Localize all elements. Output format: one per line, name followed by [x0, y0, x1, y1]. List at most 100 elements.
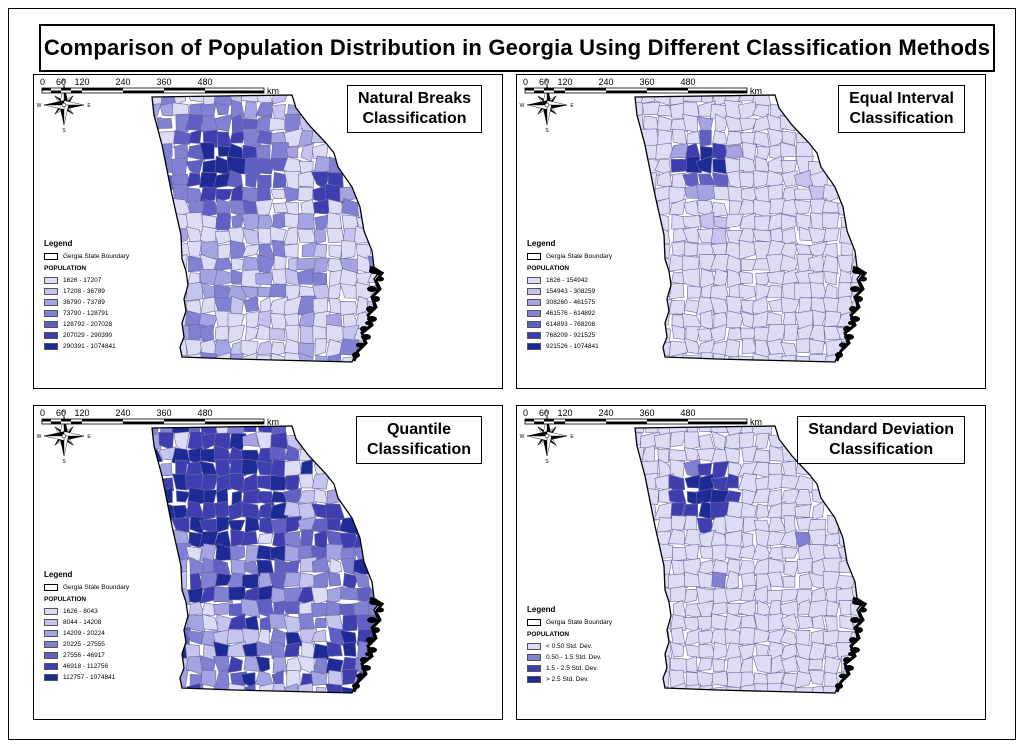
county-polygon — [697, 462, 713, 476]
county-polygon — [811, 614, 826, 630]
county-polygon — [683, 684, 701, 693]
county-polygon — [654, 671, 670, 688]
legend-boundary-swatch — [44, 253, 58, 260]
county-polygon — [699, 129, 712, 147]
legend-class-row: 207029 - 290390 — [44, 330, 129, 341]
county-polygon — [200, 670, 217, 688]
county-polygon — [737, 101, 757, 121]
county-polygon — [215, 188, 233, 203]
legend-class-row: 461576 - 614892 — [527, 308, 612, 319]
legend-boundary-swatch — [527, 619, 541, 626]
scale-tick-label: 240 — [598, 408, 613, 418]
panel-title-line2: Classification — [366, 441, 471, 458]
county-polygon — [710, 686, 728, 693]
county-polygon — [797, 615, 814, 630]
map-canvas: N S E W — [520, 79, 868, 363]
scale-tick-label: 360 — [156, 77, 171, 87]
legend-class-swatch — [44, 674, 58, 681]
scale-tick-label: 240 — [115, 77, 130, 87]
coastal-islands — [352, 265, 385, 362]
county-polygon — [710, 601, 730, 616]
county-polygon — [255, 158, 276, 175]
county-polygon — [653, 432, 671, 449]
legend-class-label: 128792 - 207028 — [63, 320, 113, 328]
legend-class-swatch — [527, 676, 541, 683]
legend-class-label: 14209 - 20224 — [63, 629, 105, 637]
compass-label-e: E — [570, 434, 574, 440]
scale-bar: 0 60 120 240 360 480 km — [523, 408, 762, 427]
county-polygon — [272, 656, 288, 673]
panel-title-line1: Natural Breaks — [358, 90, 471, 107]
legend-class-label: 27556 - 46917 — [63, 651, 105, 659]
panel-title-box: Quantile Classification — [355, 416, 482, 464]
county-polygon — [669, 143, 689, 159]
legend-title: Legend — [527, 605, 556, 614]
county-polygon — [298, 473, 315, 489]
county-polygon — [657, 655, 671, 674]
compass-label-s: S — [62, 459, 66, 465]
county-choropleth — [152, 95, 380, 362]
county-polygon — [339, 603, 357, 617]
county-polygon — [738, 560, 757, 577]
legend-class-swatch — [527, 343, 541, 350]
county-polygon — [255, 272, 274, 285]
county-polygon — [172, 627, 191, 646]
county-polygon — [739, 117, 758, 131]
county-polygon — [328, 571, 342, 587]
county-polygon — [240, 598, 261, 619]
county-polygon — [268, 117, 286, 131]
county-polygon — [269, 327, 286, 342]
county-polygon — [242, 256, 261, 273]
county-polygon — [725, 686, 741, 693]
county-polygon — [188, 129, 202, 144]
county-polygon — [314, 338, 328, 357]
legend-population-heading: POPULATION — [527, 265, 570, 272]
legend-class-row: 308260 - 461575 — [527, 297, 612, 308]
county-polygon — [172, 571, 188, 592]
county-polygon — [175, 490, 191, 503]
county-polygon — [695, 155, 713, 174]
county-polygon — [780, 342, 798, 357]
county-polygon — [230, 559, 247, 577]
compass-label-s: S — [62, 128, 66, 134]
county-polygon — [300, 459, 313, 475]
county-polygon — [766, 323, 786, 344]
legend-class-label: 1626 - 154942 — [546, 276, 588, 284]
county-choropleth — [635, 95, 863, 362]
legend-class-swatch — [527, 643, 541, 650]
county-polygon — [780, 296, 800, 314]
county-polygon — [339, 283, 358, 299]
scale-tick-label: 240 — [598, 77, 613, 87]
scale-tick-label: 120 — [74, 408, 89, 418]
scale-unit-label: km — [267, 417, 279, 427]
panel-title-box: Natural Breaks Classification — [347, 85, 482, 133]
county-polygon — [655, 613, 672, 631]
compass-label-n: N — [62, 79, 66, 85]
county-polygon — [268, 352, 286, 362]
county-polygon — [185, 281, 204, 302]
county-polygon — [214, 572, 234, 587]
county-polygon — [635, 432, 643, 447]
county-polygon — [300, 198, 316, 218]
legend-population-heading: POPULATION — [527, 631, 570, 638]
county-polygon — [809, 338, 825, 355]
county-polygon — [200, 432, 218, 451]
county-polygon — [259, 517, 274, 536]
county-polygon — [284, 544, 302, 563]
county-polygon — [822, 212, 840, 231]
county-polygon — [723, 612, 743, 634]
compass-label-n: N — [545, 410, 549, 416]
county-polygon — [780, 588, 800, 603]
county-polygon — [313, 198, 331, 215]
county-polygon — [697, 328, 712, 342]
legend-class-label: 73790 - 128791 — [63, 309, 109, 317]
county-polygon — [808, 227, 828, 244]
county-polygon — [794, 671, 814, 689]
county-polygon — [228, 586, 247, 601]
legend-class-label: 17208 - 36789 — [63, 287, 105, 295]
county-polygon — [298, 682, 313, 693]
legend-boundary-label: Gergia State Boundary — [63, 252, 130, 260]
county-polygon — [682, 226, 699, 244]
scale-bar: 0 60 120 240 360 480 km — [40, 77, 279, 96]
legend-class-swatch — [527, 665, 541, 672]
